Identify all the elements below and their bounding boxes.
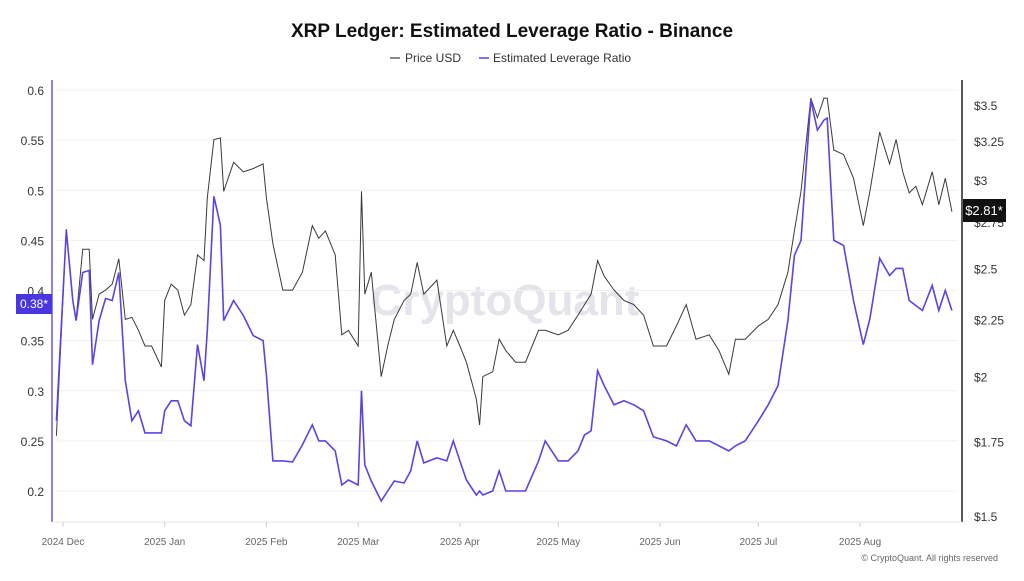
left-tick-label: 0.3 [27,385,44,399]
left-tick-label: 0.55 [21,134,45,148]
series-leverage-line [55,99,953,503]
last-price-badge: $2.81* [963,199,1006,222]
x-tick-label: 2025 Mar [337,537,380,548]
right-tick-label: $1.75 [974,435,1004,449]
legend-label-price: Price USD [405,51,461,65]
x-tick-label: 2025 Apr [440,537,481,548]
x-tick-label: 2024 Dec [42,537,85,548]
left-tick-label: 0.5 [27,184,44,198]
left-y-axis: 0.60.550.50.450.40.350.30.250.2 [21,84,45,499]
x-tick-label: 2025 Jun [639,537,680,548]
legend: Price USD Estimated Leverage Ratio [390,51,631,65]
last-price-value: $2.81* [965,203,1003,218]
right-tick-label: $2.5 [974,262,998,276]
right-tick-label: $2.25 [974,313,1004,327]
x-axis: 2024 Dec 2025 Jan 2025 Feb 2025 Mar 2025 Apr… [42,522,881,548]
last-leverage-value: 0.38* [20,297,48,311]
right-tick-label: $2 [974,371,988,385]
left-tick-label: 0.35 [21,335,45,349]
x-tick-label: 2025 May [536,537,580,548]
left-tick-label: 0.2 [27,485,44,499]
left-tick-label: 0.25 [21,435,45,449]
last-leverage-badge: 0.38* [16,294,52,314]
grid [56,89,958,492]
left-tick-label: 0.45 [21,234,45,248]
right-y-axis: $3.5$3.25$3$2.75$2.5$2.25$2$1.75$1.5 [974,99,1004,524]
right-tick-label: $3 [974,174,988,188]
series-price-line [55,97,953,436]
left-tick-label: 0.6 [27,84,44,98]
x-tick-label: 2025 Jan [144,537,185,548]
chart-title: XRP Ledger: Estimated Leverage Ratio - B… [291,21,733,42]
x-tick-label: 2025 Aug [839,537,881,548]
x-tick-label: 2025 Jul [739,537,777,548]
x-tick-label: 2025 Feb [245,537,288,548]
copyright: © CryptoQuant. All rights reserved [861,553,998,563]
watermark: CryptoQuant [371,276,640,325]
right-tick-label: $3.25 [974,135,1004,149]
legend-label-leverage: Estimated Leverage Ratio [493,51,631,65]
right-tick-label: $3.5 [974,99,998,113]
right-tick-label: $1.5 [974,510,998,524]
